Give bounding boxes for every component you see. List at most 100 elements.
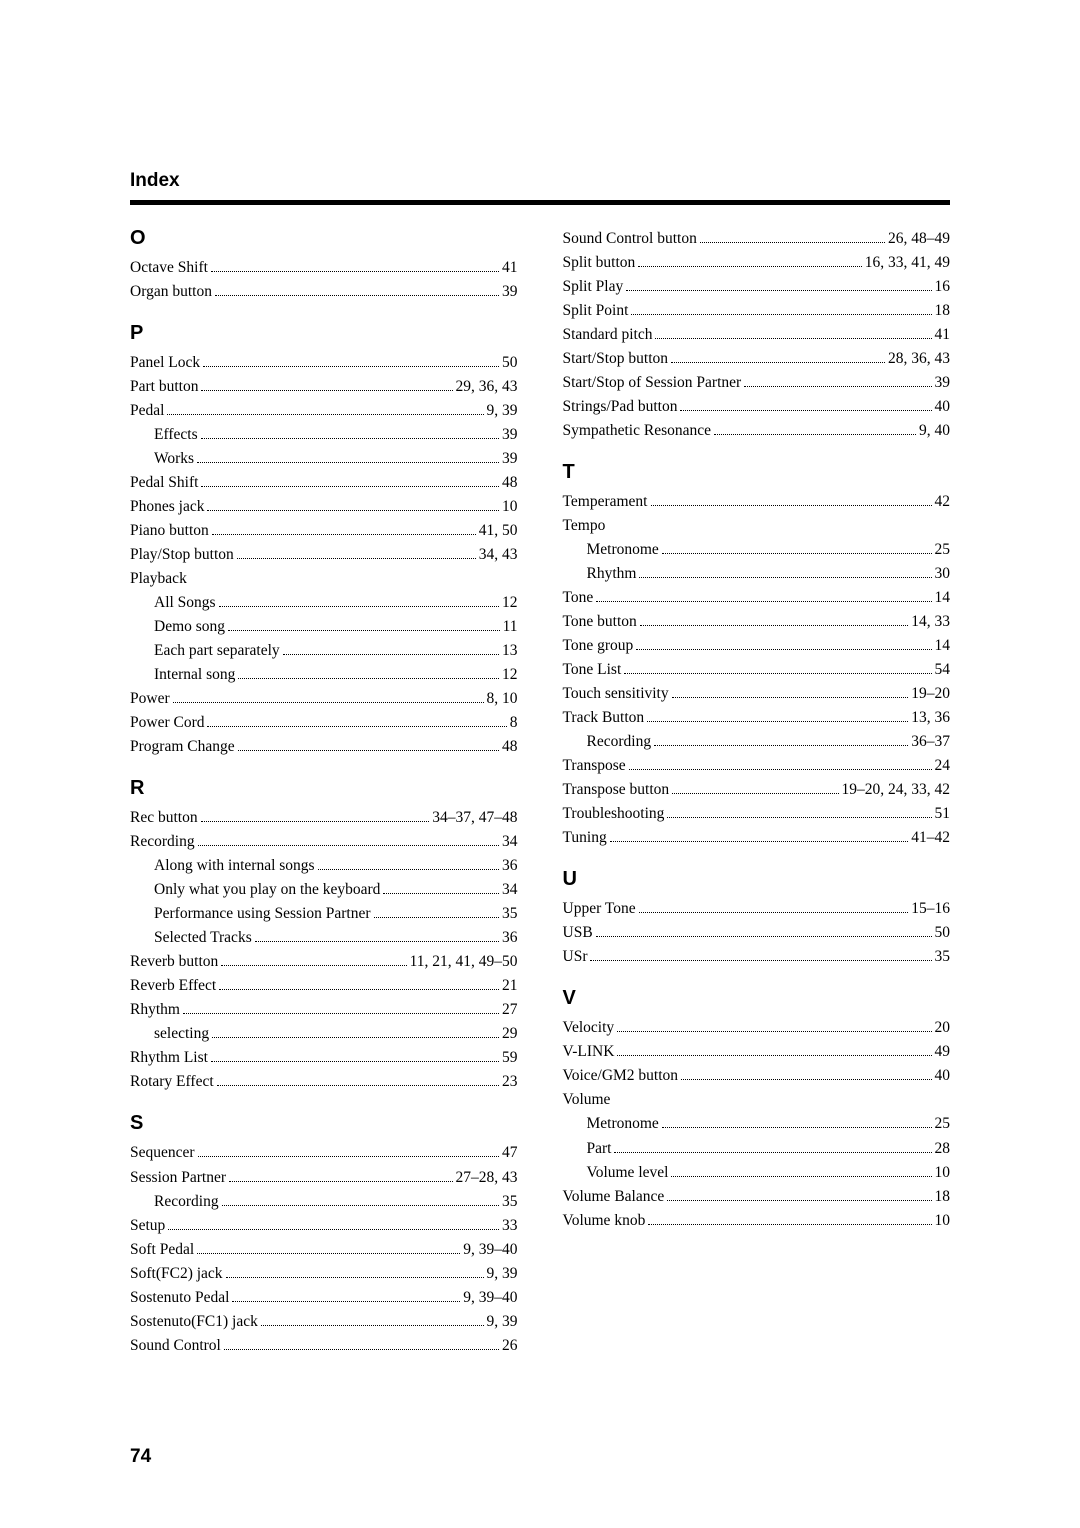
entry-page: 27 — [502, 998, 518, 1022]
entry-page: 28, 36, 43 — [888, 347, 950, 371]
entry-dots — [624, 673, 931, 674]
index-entry: Only what you play on the keyboard 34 — [130, 878, 518, 902]
entry-label: Demo song — [154, 615, 225, 639]
entry-page: 41, 50 — [479, 519, 518, 543]
index-entry: Sequencer 47 — [130, 1141, 518, 1165]
entry-dots — [640, 625, 908, 626]
index-entry: Voice/GM2 button 40 — [563, 1064, 951, 1088]
entry-page: 13 — [502, 639, 518, 663]
section-letter: O — [130, 227, 518, 250]
entry-dots — [374, 917, 499, 918]
entry-dots — [173, 702, 484, 703]
entry-page: 9, 39 — [487, 1310, 518, 1334]
entry-page: 47 — [502, 1141, 518, 1165]
index-entry: Recording 36–37 — [563, 730, 951, 754]
entry-dots — [224, 1349, 499, 1350]
entry-page: 9, 39 — [487, 399, 518, 423]
entry-page: 35 — [935, 945, 951, 969]
index-entry: Along with internal songs 36 — [130, 854, 518, 878]
entry-page: 35 — [502, 902, 518, 926]
entry-dots — [383, 893, 499, 894]
index-entry: Metronome 25 — [563, 538, 951, 562]
entry-dots — [639, 577, 931, 578]
entry-dots — [596, 936, 932, 937]
entry-dots — [229, 1181, 452, 1182]
index-entry: Rotary Effect 23 — [130, 1070, 518, 1094]
entry-page: 41 — [935, 323, 951, 347]
index-entry: USr 35 — [563, 945, 951, 969]
entry-label: Troubleshooting — [563, 802, 665, 826]
entry-dots — [219, 606, 499, 607]
entry-page: 10 — [935, 1161, 951, 1185]
index-entry: Soft(FC2) jack 9, 39 — [130, 1262, 518, 1286]
entry-page: 9, 40 — [919, 419, 950, 443]
entry-page: 19–20 — [911, 682, 950, 706]
entry-dots — [238, 750, 499, 751]
entry-label: Split Play — [563, 275, 624, 299]
entry-page: 8, 10 — [487, 687, 518, 711]
entry-dots — [198, 1156, 499, 1157]
index-entry: Sympathetic Resonance 9, 40 — [563, 419, 951, 443]
entry-label: Only what you play on the keyboard — [154, 878, 380, 902]
index-entry: Rhythm 30 — [563, 562, 951, 586]
entry-label: Reverb button — [130, 950, 218, 974]
entry-label: Transpose — [563, 754, 626, 778]
index-entry: selecting 29 — [130, 1022, 518, 1046]
entry-label: Tempo — [563, 514, 606, 538]
entry-label: Tone button — [563, 610, 637, 634]
entry-dots — [221, 965, 406, 966]
index-entry: Sound Control 26 — [130, 1334, 518, 1358]
entry-page: 40 — [935, 395, 951, 419]
index-entry: Tuning 41–42 — [563, 826, 951, 850]
entry-page: 59 — [502, 1046, 518, 1070]
entry-dots — [654, 745, 908, 746]
entry-dots — [629, 769, 932, 770]
entry-label: Octave Shift — [130, 256, 208, 280]
entry-dots — [680, 410, 931, 411]
entry-label: Recording — [154, 1190, 219, 1214]
entry-page: 41–42 — [911, 826, 950, 850]
entry-dots — [651, 505, 932, 506]
entry-page: 42 — [935, 490, 951, 514]
entry-label: USr — [563, 945, 588, 969]
entry-label: Recording — [587, 730, 652, 754]
right-column: Sound Control button 26, 48–49Split butt… — [563, 227, 951, 1358]
entry-label: Along with internal songs — [154, 854, 315, 878]
index-entry: Power Cord 8 — [130, 711, 518, 735]
entry-dots — [672, 697, 909, 698]
entry-label: Session Partner — [130, 1166, 226, 1190]
entry-dots — [203, 366, 499, 367]
entry-dots — [201, 486, 499, 487]
index-entry: Reverb button 11, 21, 41, 49–50 — [130, 950, 518, 974]
entry-dots — [201, 390, 452, 391]
index-entry: Split button 16, 33, 41, 49 — [563, 251, 951, 275]
entry-dots — [232, 1301, 460, 1302]
entry-page: 13, 36 — [911, 706, 950, 730]
index-entry: Tone group 14 — [563, 634, 951, 658]
entry-page: 51 — [935, 802, 951, 826]
entry-page: 34, 43 — [479, 543, 518, 567]
entry-label: Sostenuto Pedal — [130, 1286, 229, 1310]
entry-page: 23 — [502, 1070, 518, 1094]
index-entry: Part button 29, 36, 43 — [130, 375, 518, 399]
entry-page: 18 — [935, 1185, 951, 1209]
entry-dots — [681, 1079, 931, 1080]
entry-label: Performance using Session Partner — [154, 902, 371, 926]
entry-label: Voice/GM2 button — [563, 1064, 679, 1088]
entry-label: Rec button — [130, 806, 198, 830]
entry-label: V-LINK — [563, 1040, 615, 1064]
entry-page: 36 — [502, 854, 518, 878]
entry-dots — [655, 338, 931, 339]
section-letter: S — [130, 1112, 518, 1135]
entry-label: selecting — [154, 1022, 209, 1046]
index-entry: Tempo — [563, 514, 951, 538]
entry-label: Tone List — [563, 658, 622, 682]
entry-dots — [590, 960, 931, 961]
entry-label: Start/Stop button — [563, 347, 669, 371]
entry-label: Part — [587, 1137, 612, 1161]
entry-label: Rhythm — [587, 562, 637, 586]
entry-page: 26 — [502, 1334, 518, 1358]
index-entry: Volume — [563, 1088, 951, 1112]
entry-dots — [201, 438, 499, 439]
entry-page: 50 — [502, 351, 518, 375]
